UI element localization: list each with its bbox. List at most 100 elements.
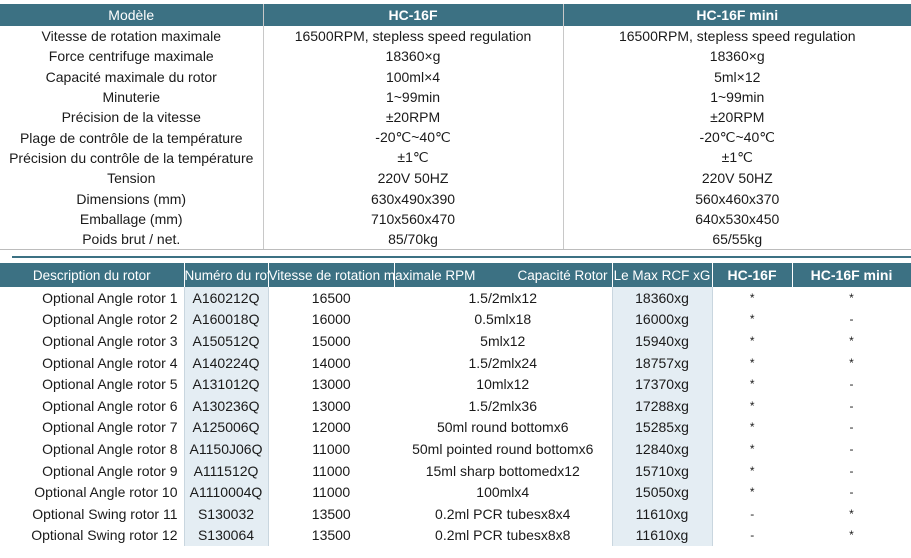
rotor-max-speed: 12000: [311, 419, 351, 436]
rotor-max-speed: 13000: [311, 397, 351, 414]
rotor-description: Optional Angle rotor 3: [42, 332, 178, 349]
rotor-header-row: Description du rotor Numéro du rotor. Vi…: [0, 263, 911, 287]
rotor-hc16f-mini-mark: *: [849, 355, 854, 370]
rotor-capacity: 1.5/2mlx36: [394, 394, 613, 417]
rotor-capacity: 5mlx12: [394, 330, 613, 352]
spec-label: Tension: [0, 168, 264, 189]
rotor-capacity: 100mlx4: [394, 481, 613, 503]
spec-header-row: Modèle HC-16F HC-16F mini: [0, 4, 911, 26]
rotor-number: S130064: [183, 524, 269, 547]
spec-value-hc16f: 85/70kg: [263, 228, 564, 251]
rotor-description: Optional Swing rotor 11: [32, 505, 178, 522]
rotor-max-speed: 16500: [311, 289, 351, 306]
rotor-max-speed: 13000: [311, 376, 351, 393]
rotor-row: Optional Angle rotor 6 A130236Q 13000 1.5/2…: [0, 394, 911, 417]
rotor-description: Optional Angle rotor 7: [42, 419, 178, 436]
rotor-table-top-rule: [12, 256, 911, 258]
spec-row: Force centrifuge maximale 18360×g 18360×g: [0, 46, 911, 67]
rotor-max-rcf: 16000xg: [611, 308, 713, 331]
rotor-max-speed: 11000: [312, 484, 351, 501]
rotor-hc16f-mini-mark: -: [849, 312, 854, 327]
spec-row: Précision de la vitesse ±20RPM ±20RPM: [0, 107, 911, 128]
rotor-capacity: 0.2ml PCR tubesx8x8: [394, 524, 613, 547]
spec-value-hc16f-mini: 640x530x450: [695, 210, 780, 227]
rotor-number: A160018Q: [183, 308, 269, 331]
rotor-max-rcf: 17288xg: [611, 394, 713, 417]
rotor-header-rcf: Le Max RCF xG: [612, 263, 713, 287]
spec-row: Capacité maximale du rotor 100ml×4 5ml×12: [0, 66, 911, 87]
spec-value-hc16f-mini: 5ml×12: [714, 68, 761, 85]
rotor-description: Optional Swing rotor 12: [31, 527, 178, 544]
rotor-max-speed: 13500: [311, 527, 351, 544]
spec-label: Force centrifuge maximale: [0, 46, 264, 67]
rotor-row: Optional Angle rotor 7 A125006Q 12000 50ml …: [0, 416, 911, 439]
rotor-number: A131012Q: [183, 373, 269, 395]
rotor-row: Optional Angle rotor 9 A111512Q 11000 15ml …: [0, 459, 911, 482]
rotor-hc16f-mark: -: [750, 506, 755, 521]
spec-value-hc16f-mini: 65/55kg: [563, 228, 911, 251]
spec-value-hc16f-mini: 16500RPM, stepless speed regulation: [618, 28, 856, 45]
rotor-hc16f-mark: *: [749, 420, 755, 435]
spec-value-hc16f: 16500RPM, stepless speed regulation: [263, 26, 564, 47]
spec-row: Emballage (mm) 710x560x470 640x530x450: [0, 208, 911, 229]
rotor-description: Optional Angle rotor 8: [42, 440, 178, 457]
spec-header-hc16f: HC-16F: [263, 4, 564, 26]
rotor-number: A150512Q: [183, 330, 269, 352]
spec-value-hc16f: ±1℃: [263, 147, 564, 169]
spec-value-hc16f-mini: 220V 50HZ: [701, 170, 773, 187]
rotor-hc16f-mark: *: [749, 377, 755, 392]
spec-row: Précision du contrôle de la température ±…: [0, 147, 911, 169]
spec-label: Précision de la vitesse: [0, 107, 264, 128]
spec-value-hc16f-mini: 560x460x370: [695, 190, 780, 207]
rotor-max-rcf: 15285xg: [611, 416, 713, 439]
rotor-max-speed: 11000: [312, 440, 351, 457]
rotor-hc16f-mini-mark: -: [849, 377, 854, 392]
spec-value-hc16f: -20℃~40℃: [263, 127, 564, 148]
spec-label: Capacité maximale du rotor: [0, 66, 264, 87]
spec-value-hc16f-mini: ±1℃: [721, 149, 753, 166]
rotor-max-rcf: 11610xg: [611, 502, 713, 525]
rotor-hc16f-mini-mark: *: [849, 528, 854, 543]
spec-value-hc16f: 710x560x470: [263, 208, 564, 229]
spec-value-hc16f-mini: -20℃~40℃: [699, 129, 775, 146]
spec-value-hc16f-mini: ±20RPM: [710, 109, 765, 126]
spec-label: Vitesse de rotation maximale: [0, 26, 264, 47]
spec-header-hc16f-mini: HC-16F mini: [563, 4, 911, 26]
spec-label: Plage de contrôle de la température: [0, 127, 264, 148]
rotor-hc16f-mini-mark: -: [849, 420, 854, 435]
rotor-hc16f-mini-mark: *: [849, 333, 854, 348]
rotor-max-speed: 14000: [311, 354, 351, 371]
rotor-capacity: 50ml pointed round bottomx6: [394, 438, 613, 460]
spec-value-hc16f: 630x490x390: [263, 188, 564, 209]
rotor-number: A130236Q: [183, 394, 269, 417]
spec-header-model: Modèle: [0, 4, 264, 26]
spec-row: Dimensions (mm) 630x490x390 560x460x370: [0, 188, 911, 209]
rotor-max-rcf: 15710xg: [611, 459, 713, 482]
spec-label: Précision du contrôle de la température: [0, 147, 264, 169]
rotor-row: Optional Angle rotor 8 A1150J06Q 11000 50ml…: [0, 438, 911, 460]
rotor-capacity: 1.5/2mlx24: [394, 351, 613, 374]
spec-label: Minuterie: [0, 86, 264, 108]
rotor-hc16f-mark: *: [749, 333, 755, 348]
rotor-capacity: 1.5/2mlx12: [394, 287, 613, 309]
spec-row: Tension 220V 50HZ 220V 50HZ: [0, 168, 911, 189]
rotor-max-rcf: 12840xg: [611, 438, 713, 460]
rotor-capacity: 0.2ml PCR tubesx8x4: [394, 502, 613, 525]
rotor-hc16f-mini-mark: -: [849, 398, 854, 413]
spec-row: Vitesse de rotation maximale 16500RPM, st…: [0, 26, 911, 47]
spec-row: Poids brut / net. 85/70kg 65/55kg: [0, 228, 911, 251]
spec-label: Emballage (mm): [0, 208, 264, 229]
rotor-capacity: 0.5mlx18: [394, 308, 613, 331]
rotor-hc16f-mark: *: [749, 290, 755, 305]
rotor-max-speed: 16000: [311, 311, 351, 328]
spec-value-hc16f-mini: 18360×g: [709, 48, 765, 65]
rotor-hc16f-mini-mark: -: [849, 485, 854, 500]
specification-table: Modèle HC-16F HC-16F mini Vitesse de rot…: [0, 4, 911, 251]
rotor-description: Optional Angle rotor 4: [42, 354, 178, 371]
rotor-max-speed: 11000: [312, 462, 351, 479]
rotor-row: Optional Angle rotor 10 A1110004Q 11000 100…: [0, 481, 911, 503]
rotor-hc16f-mark: *: [749, 398, 755, 413]
rotor-capacity: 10mlx12: [394, 373, 613, 395]
rotor-number: A140224Q: [183, 351, 269, 374]
rotor-description: Optional Angle rotor 9: [42, 462, 178, 479]
